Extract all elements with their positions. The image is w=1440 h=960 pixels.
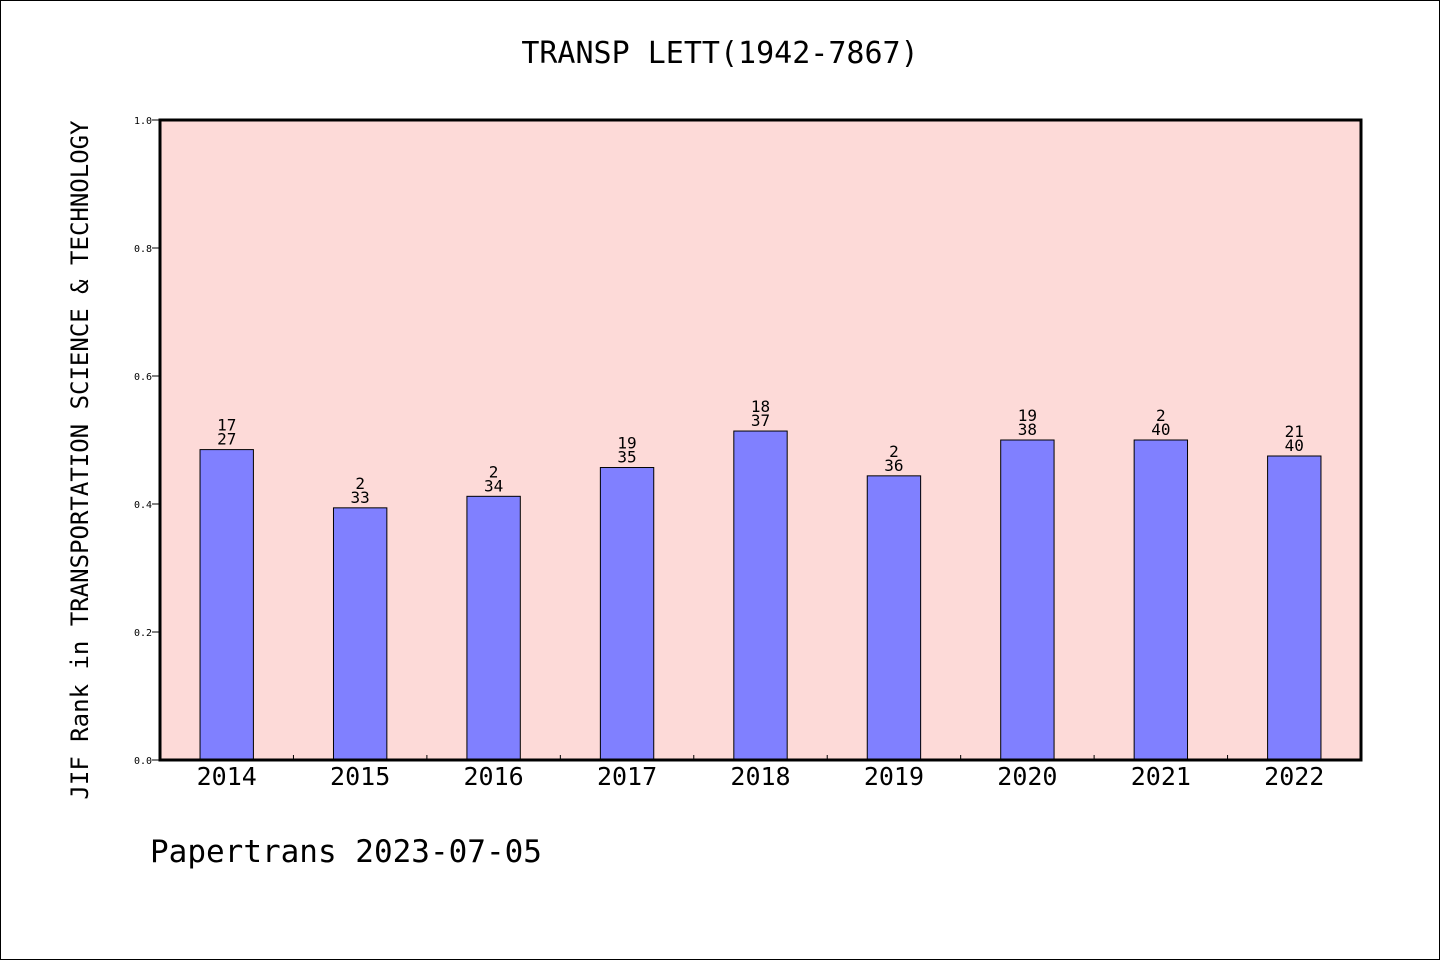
x-tick-label: 2014 bbox=[197, 762, 257, 791]
x-tick-label: 2015 bbox=[330, 762, 390, 791]
x-tick-label: 2017 bbox=[597, 762, 657, 791]
bar-total-label: 38 bbox=[1018, 420, 1037, 439]
x-tick-label: 2022 bbox=[1264, 762, 1324, 791]
bar-rank-label: 2 bbox=[489, 462, 499, 481]
x-tick-label: 2021 bbox=[1131, 762, 1191, 791]
y-tick-label: 0.0 bbox=[134, 756, 152, 767]
bar bbox=[866, 475, 922, 761]
y-tick-label: 0.2 bbox=[134, 628, 152, 639]
x-axis: 2014 2015 2016 2017 2018 2019 2020 2021 2022 bbox=[197, 755, 1324, 791]
bar bbox=[1267, 455, 1322, 761]
footer-watermark: Papertrans 2023-07-05 bbox=[150, 834, 542, 870]
bar bbox=[199, 449, 254, 761]
y-tick-label: 0.8 bbox=[134, 244, 152, 255]
bar bbox=[733, 430, 788, 761]
y-tick-label: 1.0 bbox=[134, 116, 152, 127]
bar-total-label: 33 bbox=[351, 488, 370, 507]
bar-rank-label: 18 bbox=[751, 397, 770, 416]
x-tick-label: 2020 bbox=[997, 762, 1057, 791]
bar-total-label: 27 bbox=[217, 430, 236, 449]
plot-border bbox=[158, 118, 1363, 762]
bar-total-label: 40 bbox=[1151, 420, 1170, 439]
bar bbox=[1000, 439, 1055, 761]
bar-rank-label: 21 bbox=[1285, 422, 1304, 441]
bar-rank-label: 17 bbox=[217, 416, 236, 435]
bar-rank-label: 19 bbox=[617, 434, 636, 453]
bar-total-label: 37 bbox=[751, 411, 770, 430]
y-axis: 0.0 0.2 0.4 0.6 0.8 1.0 bbox=[134, 116, 160, 767]
chart-title: TRANSP LETT(1942-7867) bbox=[521, 36, 919, 71]
bar bbox=[1133, 439, 1189, 761]
bar-total-label: 40 bbox=[1285, 436, 1304, 455]
bar-rank-label: 2 bbox=[355, 474, 365, 493]
bar-rank-label: 2 bbox=[889, 442, 899, 461]
bar bbox=[466, 495, 521, 761]
x-tick-label: 2018 bbox=[730, 762, 790, 791]
bar-rank-label: 2 bbox=[1156, 406, 1166, 425]
bar-total-label: 36 bbox=[884, 456, 903, 475]
x-tick-label: 2019 bbox=[864, 762, 924, 791]
y-tick-label: 0.6 bbox=[134, 372, 152, 383]
y-tick-label: 0.4 bbox=[134, 500, 152, 511]
bar-rank-label: 19 bbox=[1018, 406, 1037, 425]
bar bbox=[332, 507, 388, 761]
bar-total-label: 34 bbox=[484, 476, 503, 495]
bar bbox=[599, 467, 655, 761]
bar-total-label: 35 bbox=[617, 448, 636, 467]
bars bbox=[199, 430, 1322, 761]
x-tick-label: 2016 bbox=[464, 762, 524, 791]
